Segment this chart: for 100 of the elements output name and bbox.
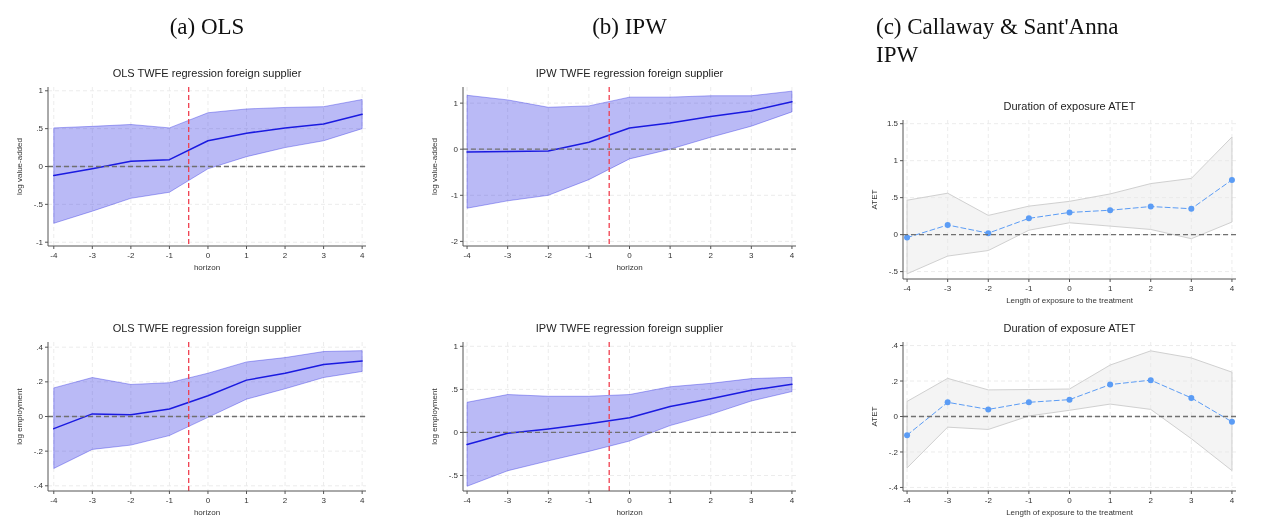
x-tick-label: -1 — [165, 251, 174, 260]
x-tick-label: 0 — [1067, 284, 1073, 293]
chart-title: IPW TWFE regression foreign supplier — [535, 322, 724, 334]
x-tick-label: -2 — [127, 496, 135, 505]
y-axis-title: log employment — [430, 387, 439, 445]
x-tick-label: 3 — [321, 496, 327, 505]
x-axis-title: horizon — [616, 508, 643, 517]
x-tick-label: 2 — [282, 496, 288, 505]
x-tick-label: -1 — [1025, 284, 1033, 293]
point — [1188, 205, 1195, 212]
point — [944, 222, 951, 229]
x-tick-label: -4 — [463, 496, 472, 505]
x-tick-label: 3 — [1189, 496, 1195, 505]
y-axis-title: ATET — [870, 189, 879, 210]
x-tick-label: 2 — [708, 251, 714, 260]
x-axis-title: Length of exposure to the treatment — [1006, 296, 1134, 305]
chart-subtitle: (b) IPW — [592, 14, 668, 39]
point — [944, 399, 951, 406]
y-axis-title: log value-added — [15, 138, 24, 195]
x-tick-label: 4 — [1229, 496, 1235, 505]
point — [985, 406, 992, 413]
point — [1188, 394, 1195, 401]
x-tick-label: 1 — [667, 251, 673, 260]
point — [904, 234, 911, 241]
line-series — [53, 113, 363, 177]
y-tick-label: 1 — [893, 156, 899, 166]
point — [985, 230, 992, 237]
x-tick-label: 3 — [749, 251, 755, 260]
chart-subtitle: (c) Callaway & Sant'Anna IPW — [876, 14, 1119, 67]
x-tick-label: -3 — [504, 251, 512, 260]
y-tick-label: -1 — [450, 190, 459, 200]
y-axis-title: log employment — [15, 387, 24, 445]
x-tick-label: 1 — [244, 251, 250, 260]
point — [1025, 215, 1032, 222]
x-tick-label: -3 — [88, 251, 97, 260]
chart-title: Duration of exposure ATET — [1003, 100, 1136, 112]
x-tick-label: 0 — [627, 251, 633, 260]
x-axis-title: Length of exposure to the treatment — [1006, 508, 1134, 517]
y-tick-label: 1.5 — [886, 119, 899, 129]
x-tick-label: -3 — [944, 284, 952, 293]
y-tick-label: .2 — [891, 376, 899, 386]
x-tick-label: -2 — [127, 251, 135, 260]
y-tick-label: .4 — [36, 342, 44, 352]
point — [1147, 377, 1154, 384]
x-axis-title: horizon — [193, 508, 221, 517]
x-tick-label: -1 — [585, 251, 593, 260]
x-tick-label: -1 — [165, 496, 174, 505]
y-tick-label: -.5 — [33, 199, 44, 209]
y-tick-label: 0 — [453, 144, 459, 154]
point — [1147, 203, 1154, 210]
y-tick-label: 0 — [893, 230, 899, 240]
x-tick-label: -2 — [984, 496, 993, 505]
x-tick-label: -4 — [50, 496, 58, 505]
line-series — [466, 383, 793, 446]
x-tick-label: 2 — [282, 251, 288, 260]
point — [1066, 209, 1073, 216]
point — [1228, 418, 1235, 425]
x-tick-label: -3 — [88, 496, 97, 505]
point — [1025, 399, 1032, 406]
x-tick-label: -4 — [903, 496, 912, 505]
x-tick-label: 1 — [667, 496, 673, 505]
x-tick-label: 4 — [789, 251, 795, 260]
x-tick-label: 4 — [789, 496, 795, 505]
y-tick-label: 0 — [453, 427, 459, 437]
x-tick-label: 0 — [1067, 496, 1073, 505]
x-tick-label: -3 — [944, 496, 952, 505]
x-tick-label: -4 — [50, 251, 58, 260]
point — [1107, 381, 1114, 388]
x-tick-label: 4 — [359, 251, 365, 260]
y-tick-label: 0 — [38, 162, 44, 172]
x-tick-label: 0 — [205, 496, 211, 505]
chart-title: OLS TWFE regression foreign supplier — [112, 322, 302, 334]
y-tick-label: -.2 — [888, 447, 899, 457]
y-tick-label: .2 — [36, 377, 44, 387]
x-tick-label: 2 — [708, 496, 714, 505]
x-tick-label: -1 — [585, 496, 593, 505]
y-tick-label: -.4 — [888, 483, 899, 493]
x-tick-label: -2 — [544, 251, 553, 260]
y-tick-label: .5 — [451, 384, 459, 394]
x-tick-label: -4 — [903, 284, 912, 293]
x-axis-title: horizon — [616, 263, 643, 272]
y-tick-label: 1 — [453, 98, 459, 108]
x-tick-label: 1 — [1107, 284, 1113, 293]
x-tick-label: 2 — [1148, 496, 1154, 505]
x-tick-label: -2 — [544, 496, 553, 505]
y-tick-label: 1 — [38, 86, 44, 96]
y-axis-title: log value-added — [430, 138, 439, 195]
x-tick-label: -2 — [984, 284, 993, 293]
chart-title: OLS TWFE regression foreign supplier — [112, 67, 302, 79]
y-tick-label: 0 — [893, 412, 899, 422]
y-tick-label: -1 — [35, 237, 44, 247]
y-axis-title: ATET — [870, 406, 879, 427]
chart-title: IPW TWFE regression foreign supplier — [535, 67, 724, 79]
x-tick-label: 0 — [627, 496, 633, 505]
chart-title: Duration of exposure ATET — [1003, 322, 1136, 334]
chart-subtitle: (a) OLS — [169, 14, 245, 39]
x-tick-label: 3 — [1189, 284, 1195, 293]
point — [1228, 176, 1235, 183]
y-tick-label: -.2 — [33, 446, 44, 456]
y-tick-label: .5 — [891, 193, 899, 203]
